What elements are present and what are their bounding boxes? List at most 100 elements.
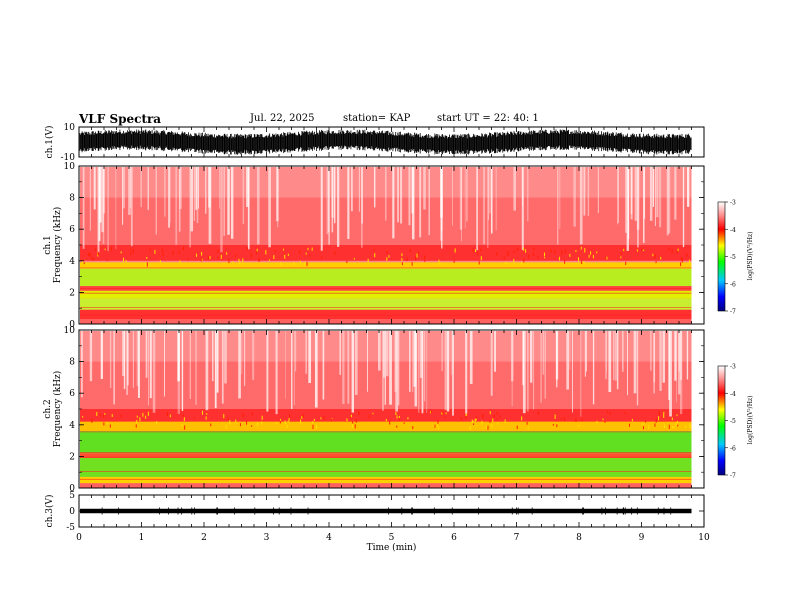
spec-speckle: [182, 246, 184, 251]
spec-speckle: [225, 424, 227, 429]
spec-speckle: [388, 255, 390, 258]
spec-speckle: [563, 417, 565, 422]
spec-speckle: [631, 418, 633, 422]
spec-speckle: [689, 259, 691, 264]
colorbar-rect: [717, 365, 726, 476]
spec-speckle: [111, 414, 113, 417]
spec-speckle: [671, 417, 673, 421]
spec-speckle: [489, 420, 491, 423]
spec-streak: [544, 330, 546, 399]
spec-speckle: [346, 260, 348, 264]
y-tick-label: 0: [69, 484, 75, 494]
spec-streak: [308, 330, 312, 384]
spec-streak: [137, 330, 140, 399]
spec-streak: [360, 166, 363, 248]
spec-speckle: [558, 256, 560, 261]
spec-speckle: [398, 415, 400, 419]
y-tick-label: 5: [69, 491, 75, 501]
spec-streak: [597, 166, 599, 214]
spec-streak: [618, 166, 619, 224]
spec-speckle: [389, 420, 391, 425]
spec-speckle: [179, 260, 181, 263]
spec-speckle: [258, 257, 260, 262]
spec-streak: [238, 330, 241, 399]
spec-speckle: [658, 416, 660, 421]
spec-streak: [331, 166, 334, 233]
spec-streak: [102, 166, 105, 245]
spec-speckle: [257, 421, 259, 427]
spec-speckle: [287, 420, 289, 423]
spec-speckle: [489, 411, 491, 415]
y-tick-label: 8: [69, 358, 75, 368]
spec-speckle: [367, 258, 369, 263]
spec-speckle: [481, 420, 483, 425]
spec-streak: [293, 330, 295, 406]
spec-speckle: [227, 417, 229, 420]
panel-1-ylabel2: Frequency (kHz): [52, 207, 63, 284]
spec-speckle: [465, 413, 467, 416]
spec-speckle: [120, 251, 122, 254]
spec-streak: [256, 166, 260, 245]
spec-streak: [268, 166, 271, 248]
spec-streak: [669, 330, 672, 417]
spec-streak: [522, 330, 526, 414]
spec-speckle: [104, 413, 106, 415]
spec-streak: [465, 330, 468, 414]
spec-speckle: [577, 257, 579, 262]
spec-streak: [653, 330, 655, 394]
spec-speckle: [136, 419, 138, 424]
colorbar-tick-label: -6: [730, 445, 736, 452]
spec-speckle: [411, 262, 413, 266]
spec-streak: [521, 166, 524, 251]
spec-speckle: [554, 250, 556, 255]
spec-streak: [347, 166, 350, 239]
spec-speckle: [676, 414, 678, 417]
spec-streak: [383, 330, 385, 378]
spec-streak: [205, 330, 209, 411]
spec-streak: [513, 166, 517, 211]
spec-speckle: [620, 256, 622, 259]
spec-speckle: [350, 416, 352, 419]
spec-speckle: [527, 426, 529, 430]
spec-streak: [579, 166, 583, 245]
spec-speckle: [374, 253, 376, 258]
spec-streak: [637, 166, 639, 248]
spec-speckle: [210, 423, 212, 427]
spec-streak: [411, 166, 414, 214]
spec-streak: [128, 166, 131, 215]
spec-speckle: [672, 426, 674, 429]
spec-streak: [450, 330, 452, 376]
panel-1-ylabel: ch.1: [43, 235, 53, 254]
x-axis-label: Time (min): [367, 542, 417, 553]
spec-streak: [659, 330, 662, 391]
spec-speckle: [145, 262, 147, 267]
spec-speckle: [513, 258, 515, 263]
spec-speckle: [289, 414, 291, 418]
spec-speckle: [401, 258, 403, 262]
spec-streak: [123, 330, 126, 390]
spec-speckle: [473, 422, 475, 426]
spec-speckle: [139, 417, 141, 422]
spec-streak: [284, 330, 286, 399]
colorbar-tick-label: -3: [730, 200, 736, 207]
spec-streak: [107, 166, 109, 252]
spec-speckle: [533, 247, 535, 250]
x-tick-label: 3: [264, 533, 270, 543]
spec-speckle: [320, 417, 322, 420]
spec-speckle: [323, 415, 325, 420]
spec-speckle: [528, 254, 530, 258]
spec-speckle: [663, 413, 665, 419]
spec-speckle: [83, 262, 85, 265]
start-ut-label: start UT = 22: 40: 1: [437, 113, 539, 124]
spec-streak: [614, 330, 617, 381]
spec-speckle: [588, 254, 590, 258]
spec-speckle: [491, 424, 493, 428]
spec-speckle: [235, 254, 237, 258]
spec-streak: [652, 166, 654, 207]
spec-speckle: [673, 426, 675, 428]
ch3-trace-band: [80, 508, 692, 514]
spec-streak: [414, 330, 418, 407]
spec-speckle: [602, 418, 604, 421]
spec-speckle: [358, 410, 360, 416]
y-tick-label: 4: [69, 257, 75, 267]
